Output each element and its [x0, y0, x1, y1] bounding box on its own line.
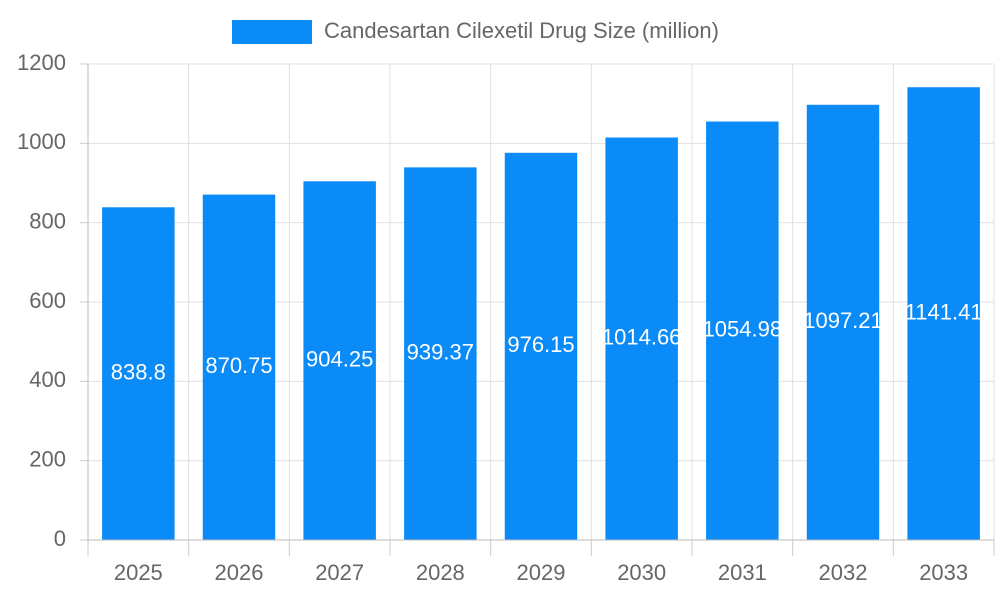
x-tick-label: 2032 [819, 560, 868, 585]
bar [907, 87, 980, 541]
y-tick-label: 600 [29, 288, 66, 313]
y-tick-label: 800 [29, 208, 66, 233]
data-label: 838.8 [111, 359, 166, 384]
x-tick-label: 2028 [416, 560, 465, 585]
legend-swatch [232, 20, 312, 44]
data-label: 1141.41 [905, 299, 983, 324]
x-tick-label: 2027 [315, 560, 364, 585]
x-tick-label: 2029 [517, 560, 566, 585]
y-tick-label: 1200 [17, 50, 66, 75]
bar [706, 121, 779, 540]
legend-label: Candesartan Cilexetil Drug Size (million… [324, 18, 719, 43]
data-label: 870.75 [205, 353, 272, 378]
bar [404, 167, 477, 540]
data-label: 1014.66 [602, 325, 682, 350]
bar [504, 152, 578, 541]
data-label: 976.15 [507, 332, 574, 357]
y-tick-label: 1000 [17, 129, 66, 154]
y-tick-label: 0 [54, 526, 66, 551]
x-tick-label: 2033 [919, 560, 968, 585]
data-label: 904.25 [306, 346, 373, 371]
y-tick-label: 200 [29, 446, 66, 471]
x-tick-label: 2026 [215, 560, 264, 585]
bar [806, 104, 880, 540]
bar [202, 194, 276, 541]
bars [102, 87, 980, 541]
data-label: 1097.21 [803, 308, 883, 333]
x-tick-label: 2030 [617, 560, 666, 585]
x-tick-label: 2025 [114, 560, 163, 585]
data-labels: 838.8 870.75 904.25 939.37 976.15 1014.66 1054… [111, 299, 983, 384]
x-tick-label: 2031 [718, 560, 767, 585]
y-tick-label: 400 [29, 367, 66, 392]
bar [605, 137, 678, 541]
bar [102, 207, 175, 540]
bar [303, 181, 376, 541]
axes: 0 200 400 600 800 1000 1200 2025 2026 2027 2028 202… [17, 50, 995, 585]
data-label: 939.37 [407, 340, 474, 365]
data-label: 1054.98 [703, 317, 783, 342]
